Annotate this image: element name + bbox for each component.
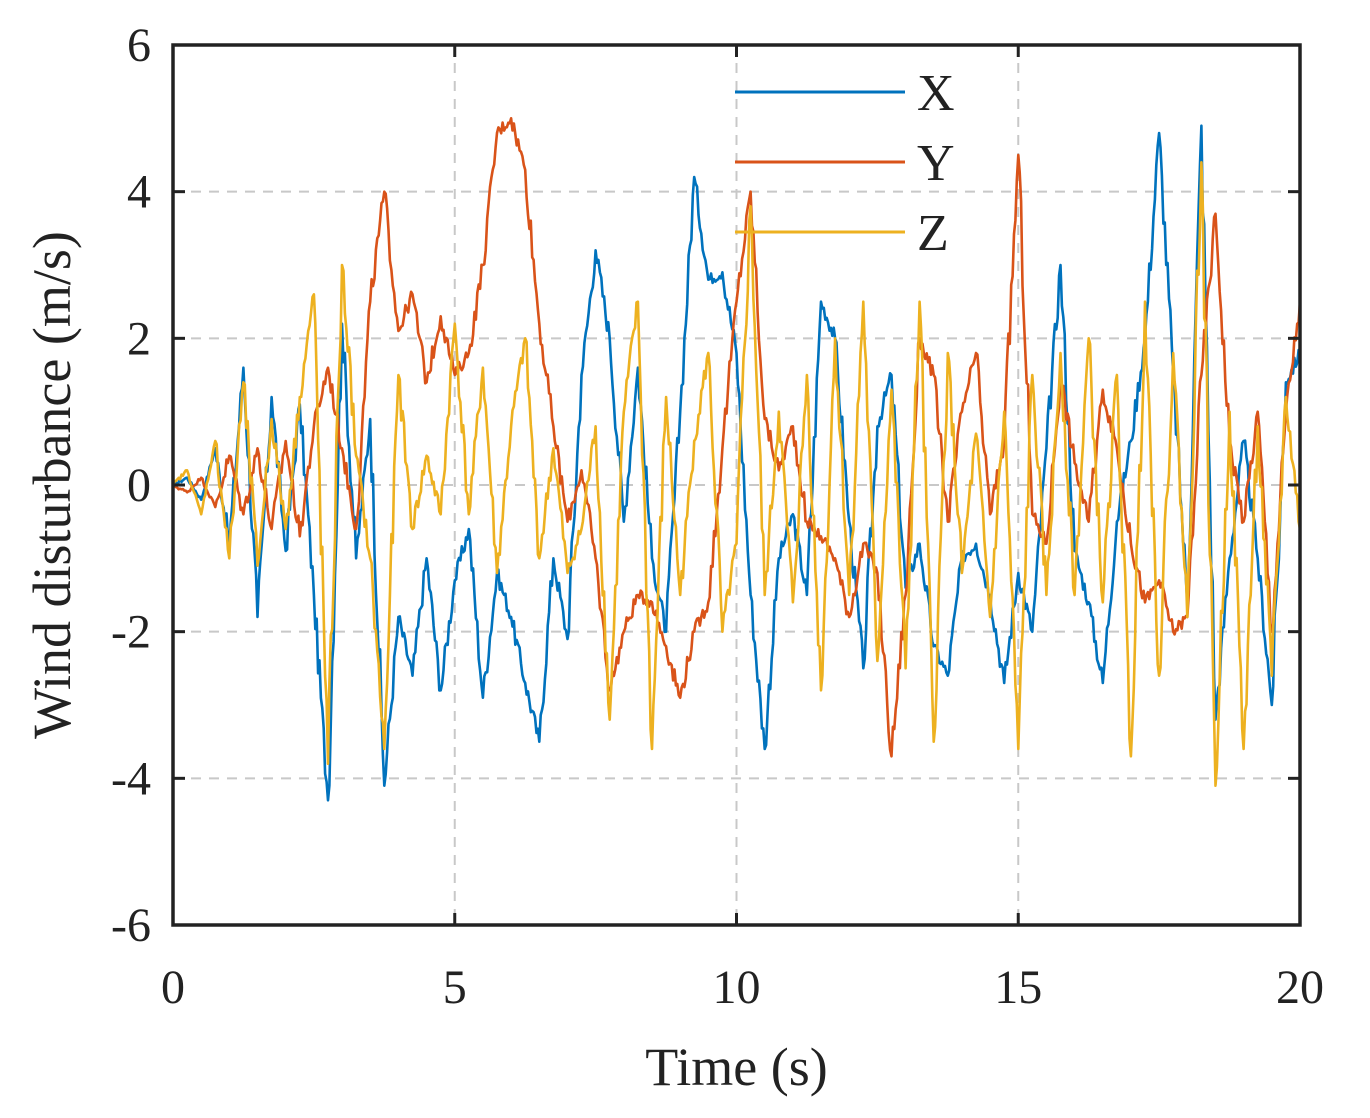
legend-label-x: X [917, 65, 955, 122]
legend-label-y: Y [917, 135, 955, 192]
grid-layer [173, 45, 1300, 925]
y-tick-label: 4 [127, 166, 151, 219]
legend: XYZ [735, 65, 955, 262]
series-line-z [171, 161, 1302, 787]
y-tick-label: 0 [127, 459, 151, 512]
label-layer: 0 5 10 15 20 -6 -4 -2 0 2 4 6 [111, 19, 1324, 1014]
x-axis-title: Time (s) [645, 1037, 828, 1097]
y-tick-label: -4 [111, 752, 151, 805]
x-tick-label: 5 [443, 961, 467, 1014]
y-tick-label: 6 [127, 19, 151, 72]
series-line-x [171, 124, 1302, 802]
y-tick-label: 2 [127, 312, 151, 365]
y-tick-label: -6 [111, 899, 151, 952]
x-tick-label: 20 [1276, 961, 1324, 1014]
x-tick-label: 10 [713, 961, 761, 1014]
x-tick-label: 0 [161, 961, 185, 1014]
tick-layer [171, 43, 1302, 927]
x-tick-label: 15 [994, 961, 1042, 1014]
series-layer [171, 117, 1302, 802]
legend-label-z: Z [917, 205, 949, 262]
y-axis-title: Wind disturbance (m/s) [22, 231, 82, 739]
y-tick-label: -2 [111, 606, 151, 659]
